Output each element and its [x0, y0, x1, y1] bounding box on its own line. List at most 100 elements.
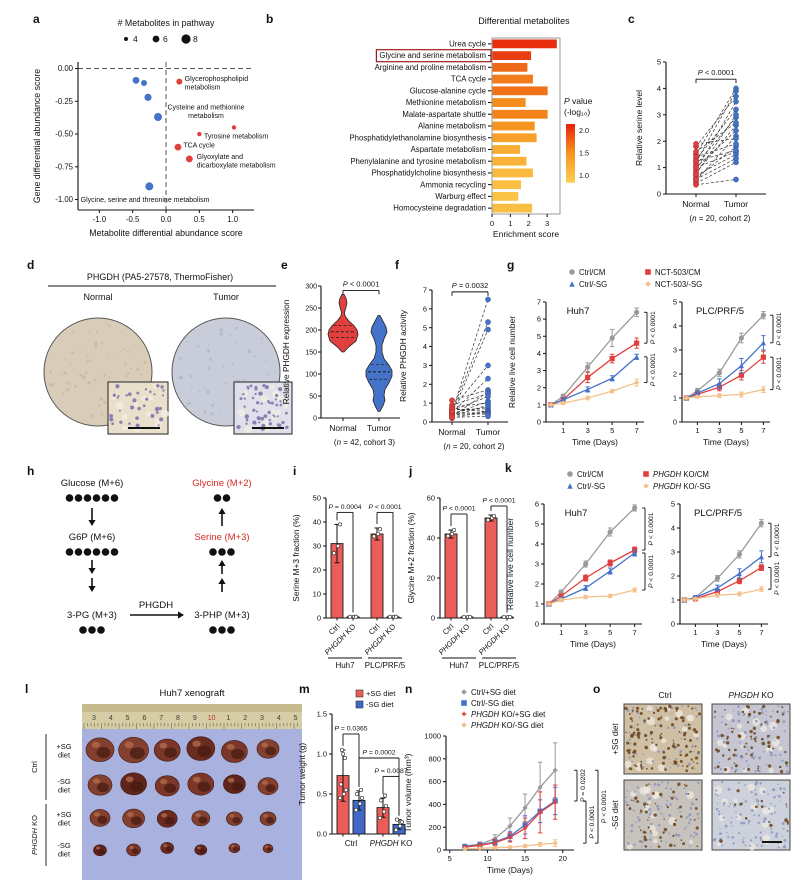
- carbon-dot: [218, 548, 226, 556]
- metabolite-bar: [492, 192, 519, 201]
- y-axis-label: Relative serine level: [634, 90, 644, 166]
- svg-text:1.0: 1.0: [579, 171, 589, 180]
- ruler-number: 9: [193, 715, 197, 722]
- group-label: PHGDH KO: [370, 839, 413, 848]
- svg-text:5: 5: [535, 520, 539, 529]
- svg-text:30: 30: [313, 542, 321, 551]
- metabolite-category: Warburg effect: [435, 192, 487, 201]
- tumor: [122, 808, 145, 829]
- tumor: [154, 775, 180, 797]
- p-value-label: P < 0.0001: [776, 357, 783, 390]
- legend: Ctrl/CM NCT-503/CM Ctrl/-SG NCT-503/-SG: [569, 268, 702, 289]
- carbon-dot: [92, 548, 101, 556]
- x-cat-tumor: Tumor: [724, 199, 748, 209]
- legend-label: Ctrl/+SG diet: [471, 688, 517, 697]
- svg-text:3: 3: [673, 346, 677, 355]
- svg-text:10: 10: [483, 854, 491, 863]
- svg-text:20: 20: [313, 566, 321, 575]
- pathway-label: Tyrosine metabolism: [204, 134, 268, 141]
- carbon-dot: [101, 494, 110, 502]
- svg-text:7: 7: [759, 628, 763, 637]
- p-value-label: P < 0.0001: [343, 279, 380, 288]
- svg-text:1: 1: [537, 400, 541, 409]
- cell-line-label: Huh7: [567, 306, 590, 317]
- svg-text:1.5: 1.5: [579, 149, 589, 158]
- x-axis-label: Time (Days): [570, 639, 616, 649]
- svg-text:2: 2: [423, 380, 427, 389]
- antibody-title: PHGDH (PA5-27578, ThermoFisher): [87, 272, 233, 282]
- x-axis-label: Time (Days): [703, 437, 749, 447]
- diagram-h-serine-synthesis-pathway: Glucose (M+6) G6P (M+6) 3-PG (M+3) PHGDH 3-P…: [61, 478, 252, 634]
- svg-text:1000: 1000: [424, 732, 441, 741]
- panel-label-f: f: [395, 258, 399, 272]
- significance-bracket: P < 0.0001: [768, 562, 781, 595]
- svg-text:6: 6: [423, 304, 427, 313]
- diet-row-label: +SG diet: [56, 810, 71, 828]
- series-Ctrl-SG: [683, 335, 766, 401]
- svg-text:5: 5: [610, 426, 614, 435]
- tumor: [226, 811, 243, 826]
- pathway-label: Glyoxylate and dicarboxylate metabolism: [197, 154, 276, 170]
- image-o-tumor-ihc-grid: Ctrl PHGDH KO +SG diet -SG diet: [611, 690, 791, 851]
- ruler-number: 4: [277, 715, 281, 722]
- metabolite-category: Malate-aspartate shuttle: [402, 110, 486, 119]
- tumor: [118, 737, 149, 764]
- svg-text:200: 200: [428, 823, 441, 832]
- col-label-ctrl: Ctrl: [658, 690, 671, 700]
- cohort-subtitle: (n = 42, cohort 3): [334, 438, 395, 447]
- svg-text:5: 5: [673, 298, 677, 307]
- svg-text:2: 2: [671, 572, 675, 581]
- carbon-dot: [227, 548, 235, 556]
- chart-g-nct503-growth-lines: Ctrl/CM NCT-503/CM Ctrl/-SG NCT-503/-SG 0 1 2 3…: [507, 268, 783, 447]
- svg-text:1: 1: [693, 628, 697, 637]
- ruler-number: 4: [109, 715, 113, 722]
- metabolite-bar: [492, 98, 526, 107]
- diet-row-label: -SG diet: [57, 841, 71, 859]
- legend-label: Ctrl/-SG: [577, 482, 605, 491]
- group-label: Huh7: [335, 661, 355, 670]
- svg-text:1: 1: [673, 394, 677, 403]
- y-axis-label: Relative PHGDH expression: [281, 299, 291, 404]
- tumor: [257, 777, 279, 795]
- ruler-number: 1: [226, 715, 230, 722]
- ihc-plus-sg-ctrl: [623, 703, 703, 775]
- p-value-label: P < 0.0001: [368, 504, 401, 511]
- svg-text:50: 50: [309, 393, 317, 400]
- svg-text:Normal: Normal: [329, 423, 357, 433]
- panel-label-a: a: [33, 12, 40, 26]
- ihc-minus-sg-ctrl: [623, 779, 703, 851]
- metabolite-category: Alanine metabolism: [418, 122, 486, 131]
- group-label: PLC/PRF/5: [365, 661, 406, 670]
- inset-magnified: [107, 381, 169, 435]
- p-value-label: P < 0.0001: [774, 523, 781, 556]
- carbon-dot: [209, 548, 217, 556]
- svg-text:1: 1: [535, 600, 539, 609]
- svg-text:3: 3: [586, 426, 590, 435]
- colorbar-title: P value: [564, 96, 593, 106]
- p-value-label: P < 0.0001: [650, 353, 657, 386]
- axes: 0 1 2 3 4 5 1 3 5 7: [671, 500, 768, 637]
- pathway-point: [176, 78, 183, 85]
- p-value-label: P < 0.0001: [482, 498, 515, 505]
- pathway-point: [154, 113, 162, 122]
- metabolite-category: Arginine and proline metabolism: [375, 63, 486, 72]
- group-label: PLC/PRF/5: [479, 661, 520, 670]
- image-l-xenograft-photo: Huh7 xenograft 3 4 5 6 7 8 9 10 1 2 3 4 5 +SG diet -SG di…: [30, 688, 302, 880]
- tumor: [186, 736, 216, 761]
- svg-text:1: 1: [695, 426, 699, 435]
- carbon-dot: [222, 494, 231, 502]
- chart-m-tumor-weight-bars: 0.0 0.5 1.0 1.5 Ctrl PHGDH KO P = 0.0365 P = 0.…: [297, 689, 413, 848]
- tumor: [120, 772, 147, 796]
- svg-text:5: 5: [657, 58, 661, 67]
- svg-text:3: 3: [717, 426, 721, 435]
- tumor: [256, 739, 280, 759]
- metabolite-category: Homocysteine degradation: [393, 204, 486, 213]
- significance-bracket: P < 0.0001: [644, 311, 657, 344]
- svg-text:200: 200: [305, 327, 317, 334]
- p-value-label: P = 0.0032: [452, 281, 489, 290]
- legend-label: Ctrl/CM: [579, 268, 605, 277]
- svg-text:2.0: 2.0: [579, 126, 589, 135]
- node-glucose: Glucose (M+6): [61, 478, 124, 489]
- svg-text:1: 1: [671, 596, 675, 605]
